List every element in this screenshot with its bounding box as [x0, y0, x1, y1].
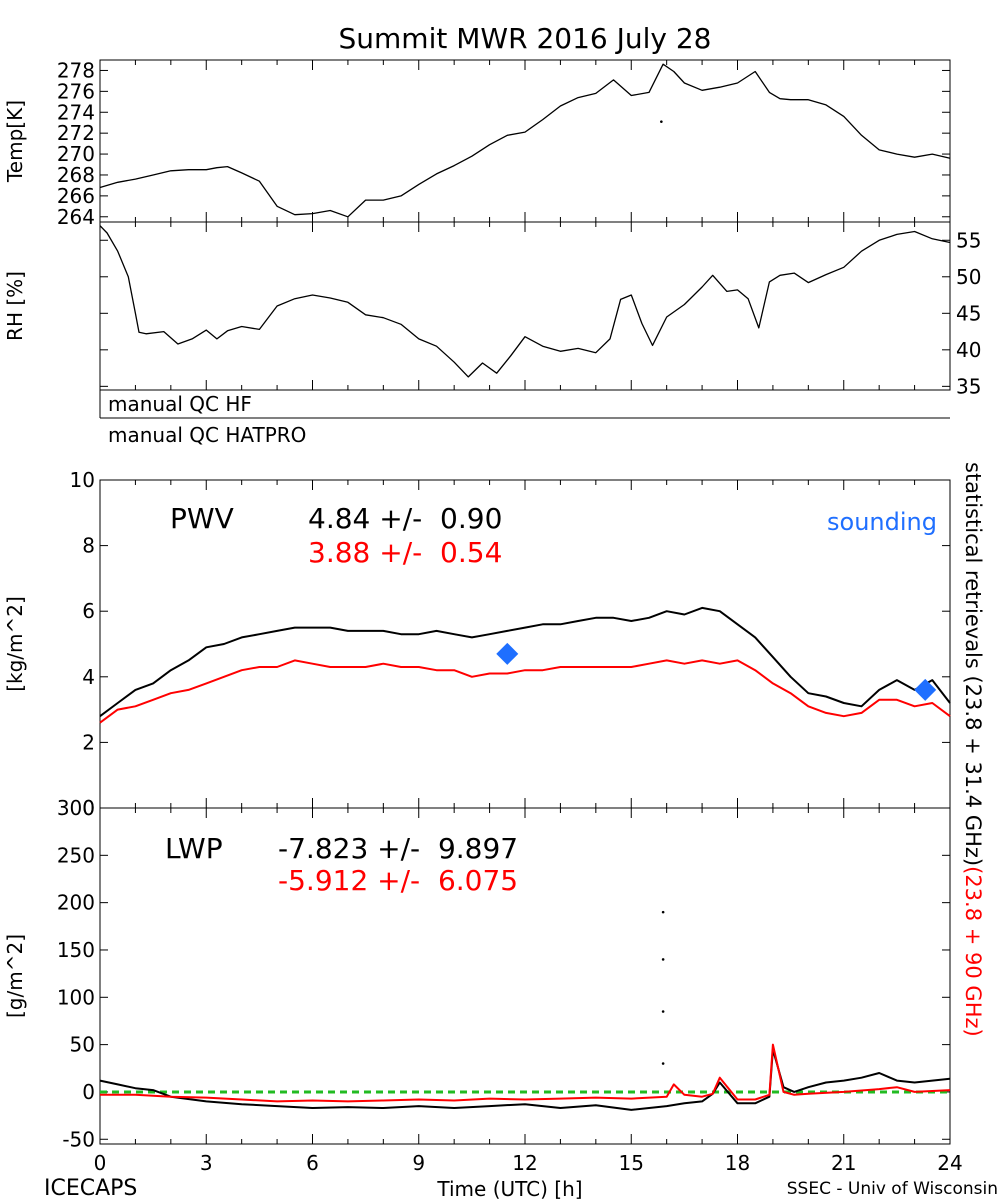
x-tick-label: 9 [412, 1151, 425, 1175]
axis-ticks: 2642662682702722742762783540455055024681… [57, 58, 982, 1175]
y-tick-label: 150 [57, 938, 95, 962]
y-tick-label: 50 [956, 265, 981, 289]
y-tick-label: 300 [57, 796, 95, 820]
temperature-point [660, 120, 663, 123]
pwv-series-line-1 [99, 659, 951, 724]
sounding-diamond [914, 678, 937, 701]
sounding-diamond [496, 642, 519, 665]
lwp-series-line-0 [99, 1048, 951, 1111]
y-tick-label: 200 [57, 891, 95, 915]
y-tick-label: 10 [70, 468, 95, 492]
y-tick-label: 6 [82, 599, 95, 623]
y-tick-label: 0 [82, 1080, 95, 1104]
y-tick-label: 35 [956, 374, 981, 398]
x-tick-label: 21 [831, 1151, 856, 1175]
y-tick-label: 2 [82, 730, 95, 754]
lwp-red-stat: -5.912 +/- 6.075 [278, 864, 518, 897]
sounding-label: sounding [827, 508, 937, 536]
qc-label-hf: manual QC HF [108, 392, 252, 416]
relative_humidity-series-line-0 [99, 225, 951, 378]
lwp-point [661, 1062, 665, 1065]
x-tick-label: 3 [200, 1151, 213, 1175]
y-tick-label: 276 [57, 79, 95, 103]
footer-left: ICECAPS [44, 1176, 137, 1200]
pwv-black-stat: 4.84 +/- 0.90 [308, 502, 502, 535]
y-tick-label: 272 [57, 121, 95, 145]
lwp-ylabel: [g/m^2] [3, 934, 27, 1018]
y-tick-label: 278 [57, 58, 95, 82]
rh-ylabel: RH [%] [3, 271, 27, 341]
y-tick-label: -50 [62, 1127, 95, 1151]
temp-panel-frame [99, 59, 951, 223]
chart-title: Summit MWR 2016 July 28 [339, 22, 712, 55]
y-tick-label: 50 [70, 1033, 95, 1057]
footer-center: Time (UTC) [h] [436, 1177, 582, 1200]
temperature-series-line-0 [99, 63, 951, 218]
lwp-point [661, 910, 665, 914]
side-label-red: (23.8 + 90 GHz) [961, 866, 985, 1037]
y-tick-label: 4 [82, 665, 95, 689]
lwp-panel-label: LWP [165, 832, 223, 865]
pwv-ylabel: [kg/m^2] [3, 596, 27, 692]
y-tick-label: 274 [57, 100, 95, 124]
side-label-black: statistical retrievals (23.8 + 31.4 GHz) [961, 462, 985, 866]
y-tick-label: 40 [956, 338, 981, 362]
qc-label-hatpro: manual QC HATPRO [108, 423, 306, 447]
y-tick-label: 250 [57, 843, 95, 867]
y-tick-label: 270 [57, 142, 95, 166]
temp-ylabel: Temp[K] [3, 100, 27, 183]
lwp-series-line-1 [100, 1043, 951, 1103]
y-tick-label: 0 [82, 796, 95, 820]
data-marks [99, 63, 951, 1111]
x-tick-label: 15 [619, 1151, 644, 1175]
rh-panel-frame [99, 221, 951, 391]
x-tick-label: 12 [512, 1151, 537, 1175]
x-tick-label: 6 [306, 1151, 319, 1175]
y-tick-label: 268 [57, 163, 95, 187]
y-tick-label: 266 [57, 184, 95, 208]
y-tick-label: 55 [956, 228, 981, 252]
y-tick-label: 264 [57, 205, 95, 229]
lwp-point [661, 1010, 665, 1013]
lwp-point [661, 958, 665, 961]
y-tick-label: 100 [57, 985, 95, 1009]
x-tick-label: 0 [94, 1151, 107, 1175]
y-tick-label: 45 [956, 301, 981, 325]
lwp-black-stat: -7.823 +/- 9.897 [278, 832, 518, 865]
y-tick-label: 8 [82, 534, 95, 558]
x-tick-label: 24 [937, 1151, 962, 1175]
pwv-series-line-0 [99, 606, 951, 718]
side-label: statistical retrievals (23.8 + 31.4 GHz)… [961, 462, 985, 1037]
x-tick-label: 18 [725, 1151, 750, 1175]
footer-right: SSEC - Univ of Wisconsin [787, 1179, 998, 1199]
pwv-panel-label: PWV [170, 502, 234, 535]
pwv-red-stat: 3.88 +/- 0.54 [308, 536, 502, 569]
